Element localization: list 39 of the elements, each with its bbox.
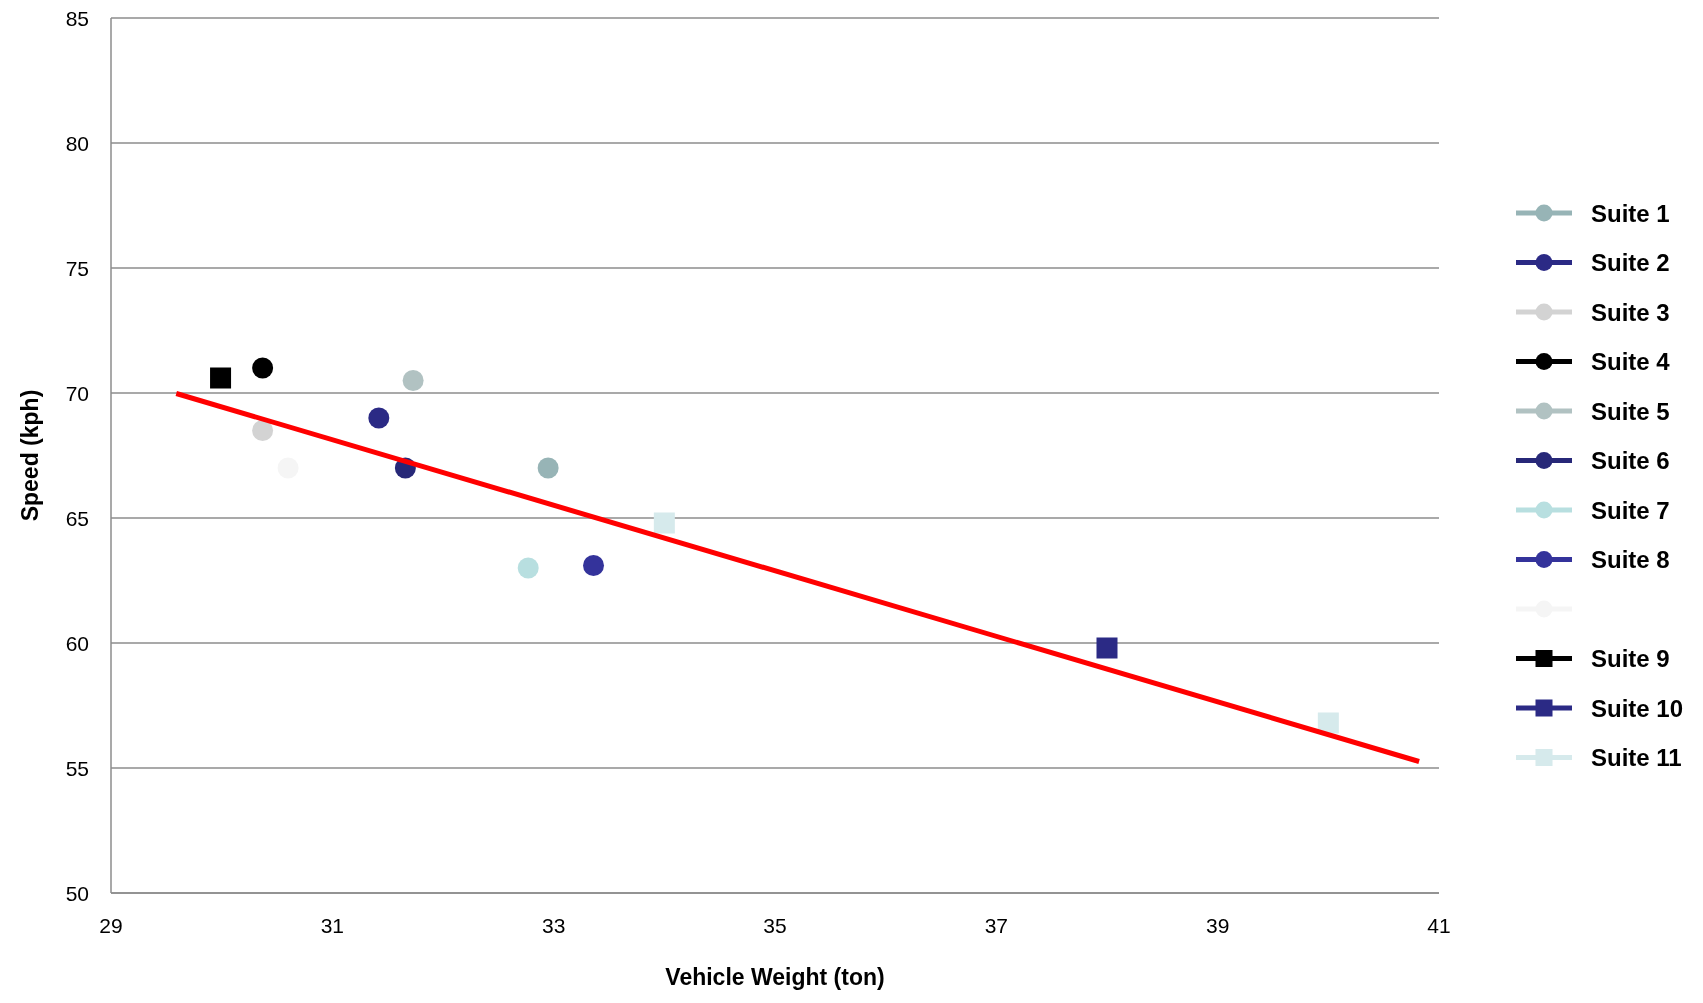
legend-label: Suite 4 bbox=[1591, 348, 1671, 375]
legend-label: Suite 5 bbox=[1591, 397, 1670, 425]
y-tick-label: 50 bbox=[65, 881, 89, 905]
x-tick-label: 35 bbox=[763, 914, 787, 937]
legend-label: Suite 3 bbox=[1591, 298, 1670, 326]
legend-label: Suite 8 bbox=[1591, 546, 1670, 573]
point bbox=[402, 370, 424, 391]
legend-label: Suite 6 bbox=[1591, 447, 1670, 474]
point bbox=[653, 512, 675, 534]
legend-label: Suite 10 bbox=[1591, 694, 1684, 722]
y-tick-label: 85 bbox=[65, 6, 89, 30]
point bbox=[517, 557, 539, 579]
x-tick-label: 33 bbox=[541, 914, 566, 937]
y-tick-label: 60 bbox=[65, 631, 89, 655]
y-tick-label: 65 bbox=[65, 506, 89, 530]
x-tick-label: 39 bbox=[1205, 914, 1230, 937]
x-tick-label: 41 bbox=[1427, 914, 1451, 937]
y-tick-label: 75 bbox=[65, 256, 89, 280]
y-tick-label: 70 bbox=[65, 381, 89, 405]
x-tick-label: 37 bbox=[984, 914, 1009, 937]
x-axis-title: Vehicle Weight (ton) bbox=[665, 964, 885, 990]
legend-label: Suite 9 bbox=[1591, 645, 1670, 672]
x-tick-label: 29 bbox=[99, 914, 123, 937]
y-tick-label: 55 bbox=[65, 756, 89, 780]
point bbox=[252, 420, 274, 441]
point bbox=[252, 357, 274, 379]
x-tick-label: 31 bbox=[320, 914, 345, 937]
legend-label: Suite 1 bbox=[1591, 199, 1670, 227]
y-tick-label: 80 bbox=[65, 131, 89, 155]
point bbox=[537, 457, 559, 479]
legend-label: Suite 7 bbox=[1591, 496, 1670, 524]
point bbox=[1096, 637, 1118, 659]
point bbox=[583, 555, 605, 576]
point bbox=[368, 407, 390, 429]
legend-label: Suite 11 bbox=[1591, 744, 1682, 771]
point bbox=[210, 367, 232, 389]
point bbox=[1317, 712, 1339, 734]
legend-label: Suite 2 bbox=[1591, 249, 1670, 276]
y-axis-title: Speed (kph) bbox=[17, 389, 43, 522]
